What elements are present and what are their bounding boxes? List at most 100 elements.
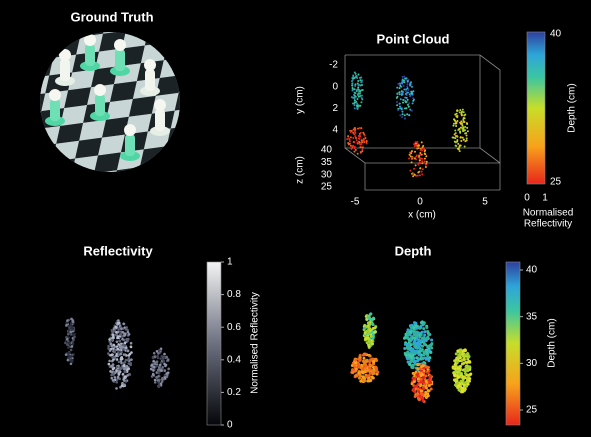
colorbar: [527, 32, 545, 184]
point: [367, 322, 370, 325]
point: [412, 102, 414, 104]
point: [464, 353, 467, 356]
point: [361, 375, 364, 378]
point: [406, 336, 409, 339]
point: [429, 351, 432, 354]
point: [460, 123, 462, 125]
point: [403, 76, 405, 78]
point: [354, 135, 356, 137]
point: [404, 118, 406, 120]
point: [160, 361, 163, 364]
point: [429, 375, 432, 378]
point: [406, 356, 409, 359]
point: [70, 333, 73, 336]
piece-body: [95, 94, 105, 116]
point: [396, 93, 398, 95]
point: [428, 380, 431, 383]
point: [371, 322, 374, 325]
point: [427, 371, 430, 374]
point: [403, 81, 405, 83]
point: [457, 143, 459, 145]
point: [422, 387, 425, 390]
point: [107, 345, 110, 348]
point: [403, 89, 405, 91]
piece-head: [49, 89, 61, 101]
point: [123, 371, 126, 374]
point: [404, 114, 406, 116]
point: [425, 349, 428, 352]
point: [360, 370, 363, 373]
point: [416, 363, 419, 366]
point: [367, 374, 370, 377]
point: [416, 155, 418, 157]
point: [123, 353, 126, 356]
point: [356, 102, 358, 104]
point: [402, 113, 404, 115]
point: [357, 362, 360, 365]
point: [425, 155, 427, 157]
point: [423, 162, 425, 164]
point: [453, 374, 456, 377]
point: [117, 370, 120, 373]
point: [158, 385, 161, 388]
point: [352, 102, 354, 104]
point: [67, 346, 70, 349]
point: [424, 391, 427, 394]
point: [364, 137, 366, 139]
point: [367, 316, 370, 319]
point: [360, 132, 362, 134]
point: [408, 114, 410, 116]
panel-title: Depth: [395, 243, 432, 258]
point: [401, 108, 403, 110]
point: [130, 342, 133, 345]
x-tick-label: 0: [417, 197, 423, 208]
point: [158, 372, 161, 375]
point: [457, 384, 460, 387]
axis-label: y (cm): [295, 86, 306, 114]
point: [371, 342, 374, 345]
point: [354, 141, 356, 143]
point: [355, 137, 357, 139]
point: [401, 80, 403, 82]
point: [364, 135, 366, 137]
point: [409, 340, 412, 343]
point: [401, 93, 403, 95]
point: [72, 342, 75, 345]
point: [415, 325, 418, 328]
point: [461, 362, 464, 365]
point: [359, 141, 361, 143]
point: [412, 364, 415, 367]
point: [353, 128, 355, 130]
panel-title: Point Cloud: [377, 31, 450, 46]
point: [108, 360, 111, 363]
point: [124, 344, 127, 347]
point: [355, 368, 358, 371]
piece-head: [154, 99, 166, 111]
point: [152, 360, 155, 363]
point: [455, 132, 457, 134]
point: [351, 148, 353, 150]
point: [117, 348, 120, 351]
board-square: [79, 120, 106, 141]
point: [127, 362, 130, 365]
point: [159, 357, 162, 360]
point: [407, 87, 409, 89]
point: [160, 369, 163, 372]
board-square: [75, 138, 102, 159]
point: [459, 111, 461, 113]
point: [360, 77, 362, 79]
point: [452, 125, 454, 127]
point: [111, 339, 114, 342]
z-tick-label: 40: [321, 145, 333, 156]
point: [70, 363, 73, 366]
point: [418, 353, 421, 356]
point: [122, 362, 125, 365]
point: [357, 94, 359, 96]
point: [161, 355, 164, 358]
point: [464, 349, 467, 352]
point: [417, 377, 420, 380]
point: [167, 359, 170, 362]
point: [163, 353, 166, 356]
point: [466, 122, 468, 124]
point: [351, 96, 353, 98]
